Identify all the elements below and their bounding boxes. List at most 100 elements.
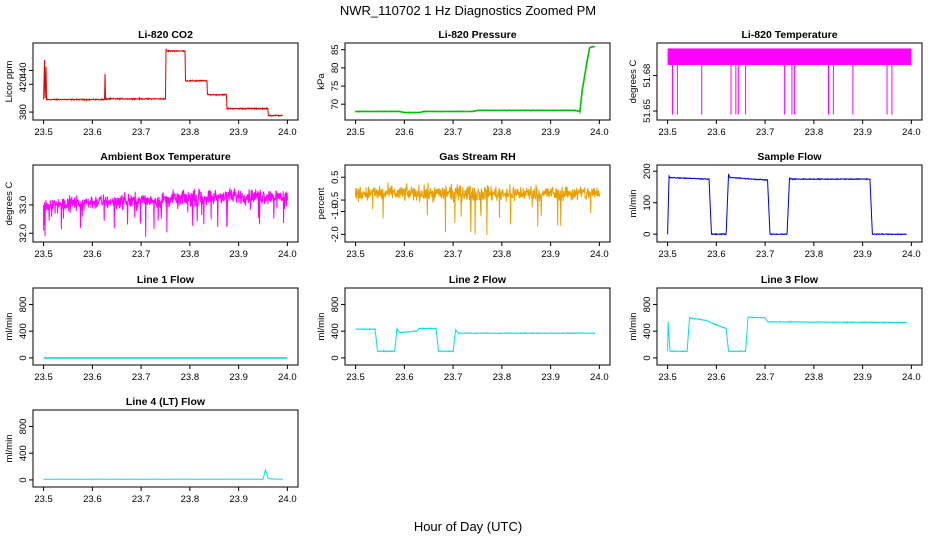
series-line bbox=[667, 173, 908, 236]
x-tick-label: 23.9 bbox=[229, 372, 248, 383]
x-tick-label: 23.6 bbox=[707, 127, 726, 138]
y-axis-label: ml/min bbox=[316, 313, 327, 341]
series-line bbox=[43, 187, 288, 237]
x-tick-label: 24.0 bbox=[590, 127, 609, 138]
x-tick-label: 23.5 bbox=[34, 127, 53, 138]
x-tick-label: 23.7 bbox=[444, 249, 463, 260]
panel-ambient-box-temperature: Ambient Box Temperature 23.5 23.6 23.7 23.8 2… bbox=[4, 151, 299, 260]
x-tick-label: 23.9 bbox=[229, 494, 248, 505]
panel-line-1-flow: Line 1 Flow 23.5 23.6 23.7 23.8 23.9 24.0 0 400 8… bbox=[4, 274, 299, 383]
y-tick-label: -2.0 bbox=[330, 226, 341, 242]
y-axis-label: degrees C bbox=[628, 59, 639, 103]
plot-frame bbox=[344, 164, 611, 243]
panel-title: Li-820 CO2 bbox=[138, 29, 193, 41]
x-tick-label: 24.0 bbox=[278, 127, 297, 138]
x-tick-label: 23.5 bbox=[658, 372, 677, 383]
panel-gas-stream-rh: Gas Stream RH 23.5 23.6 23.7 23.8 23.9 24.0 -2.… bbox=[316, 151, 611, 260]
y-axis-label: degrees C bbox=[4, 181, 15, 225]
y-tick-label: 70 bbox=[330, 99, 341, 110]
x-tick-label: 24.0 bbox=[902, 372, 921, 383]
panel-title: Ambient Box Temperature bbox=[100, 151, 231, 163]
panel-title: Line 2 Flow bbox=[449, 274, 507, 286]
y-tick-label: 400 bbox=[18, 445, 29, 461]
y-tick-label: 800 bbox=[330, 297, 341, 313]
x-tick-label: 24.0 bbox=[278, 372, 297, 383]
x-tick-label: 23.7 bbox=[756, 372, 775, 383]
x-tick-label: 24.0 bbox=[902, 127, 921, 138]
panel-title: Li-820 Pressure bbox=[438, 29, 516, 41]
x-tick-label: 24.0 bbox=[278, 494, 297, 505]
plot-frame bbox=[656, 164, 923, 243]
series-line bbox=[355, 182, 600, 235]
series-line bbox=[355, 326, 596, 353]
y-axis-label: ml/min bbox=[628, 313, 639, 341]
x-tick-label: 23.8 bbox=[805, 249, 824, 260]
panel-title: Line 4 (LT) Flow bbox=[126, 396, 206, 408]
x-tick-label: 23.5 bbox=[34, 494, 53, 505]
x-tick-label: 23.5 bbox=[658, 249, 677, 260]
plot-frame bbox=[656, 42, 923, 121]
x-tick-label: 23.9 bbox=[541, 127, 560, 138]
x-tick-label: 23.8 bbox=[181, 249, 200, 260]
panel-line-2-flow: Line 2 Flow 23.5 23.6 23.7 23.8 23.9 24.0 0 400 8… bbox=[316, 274, 611, 383]
y-tick-label: 51.65 bbox=[642, 99, 653, 123]
series-line bbox=[354, 45, 596, 115]
panel-li820-temperature: Li-820 Temperature 23.5 23.6 23.7 23.8 23.9 24… bbox=[628, 29, 923, 138]
series-band bbox=[667, 48, 912, 65]
y-tick-label: 51.68 bbox=[642, 64, 653, 88]
y-tick-label: 33.0 bbox=[18, 196, 29, 215]
x-tick-label: 23.5 bbox=[34, 372, 53, 383]
plot-frame bbox=[344, 42, 611, 121]
x-tick-label: 23.6 bbox=[83, 372, 102, 383]
y-tick-label: -0.5 bbox=[330, 192, 341, 208]
panel-title: Sample Flow bbox=[757, 151, 822, 163]
x-tick-label: 23.7 bbox=[132, 494, 151, 505]
x-tick-label: 23.5 bbox=[346, 372, 365, 383]
y-tick-label: 0 bbox=[642, 355, 653, 360]
y-tick-label: 200 bbox=[642, 163, 653, 179]
x-tick-label: 23.6 bbox=[395, 127, 414, 138]
x-tick-label: 23.6 bbox=[395, 372, 414, 383]
y-tick-label: 380 bbox=[18, 104, 29, 120]
series-line bbox=[43, 48, 284, 118]
y-tick-label: 400 bbox=[642, 323, 653, 339]
x-tick-label: 23.7 bbox=[132, 127, 151, 138]
y-tick-label: 420 bbox=[18, 76, 29, 92]
y-tick-label: -1.0 bbox=[330, 203, 341, 219]
x-tick-label: 23.5 bbox=[34, 249, 53, 260]
x-tick-label: 23.6 bbox=[83, 494, 102, 505]
x-tick-label: 23.9 bbox=[853, 249, 872, 260]
y-tick-label: 800 bbox=[642, 297, 653, 313]
panel-title: Line 1 Flow bbox=[137, 274, 195, 286]
panel-title: Li-820 Temperature bbox=[741, 29, 837, 41]
x-tick-label: 23.8 bbox=[493, 372, 512, 383]
series-line bbox=[43, 468, 284, 480]
x-tick-label: 23.7 bbox=[444, 372, 463, 383]
y-tick-label: 0 bbox=[18, 355, 29, 360]
y-tick-label: 80 bbox=[330, 63, 341, 74]
plot-frame bbox=[32, 287, 299, 366]
y-axis-label: ml/min bbox=[628, 190, 639, 218]
x-tick-label: 23.8 bbox=[181, 494, 200, 505]
x-tick-label: 24.0 bbox=[590, 372, 609, 383]
x-tick-label: 23.9 bbox=[229, 127, 248, 138]
x-tick-label: 23.7 bbox=[132, 249, 151, 260]
x-tick-label: 23.8 bbox=[181, 127, 200, 138]
x-tick-label: 23.5 bbox=[658, 127, 677, 138]
x-tick-label: 23.5 bbox=[346, 249, 365, 260]
y-axis-label: kPa bbox=[316, 73, 327, 90]
y-tick-label: 75 bbox=[330, 81, 341, 92]
plot-frame bbox=[32, 42, 299, 121]
x-tick-label: 23.8 bbox=[493, 249, 512, 260]
y-tick-label: 0 bbox=[330, 355, 341, 360]
x-tick-label: 23.5 bbox=[346, 127, 365, 138]
x-tick-label: 23.7 bbox=[444, 127, 463, 138]
x-tick-label: 23.6 bbox=[707, 372, 726, 383]
x-tick-label: 23.7 bbox=[132, 372, 151, 383]
x-tick-label: 24.0 bbox=[590, 249, 609, 260]
panel-li820-co2: Li-820 CO2 23.5 23.6 23.7 23.8 23.9 24.0 380 420… bbox=[4, 29, 299, 138]
y-tick-label: 800 bbox=[18, 419, 29, 435]
plot-frame bbox=[656, 287, 923, 366]
x-tick-label: 23.6 bbox=[395, 249, 414, 260]
